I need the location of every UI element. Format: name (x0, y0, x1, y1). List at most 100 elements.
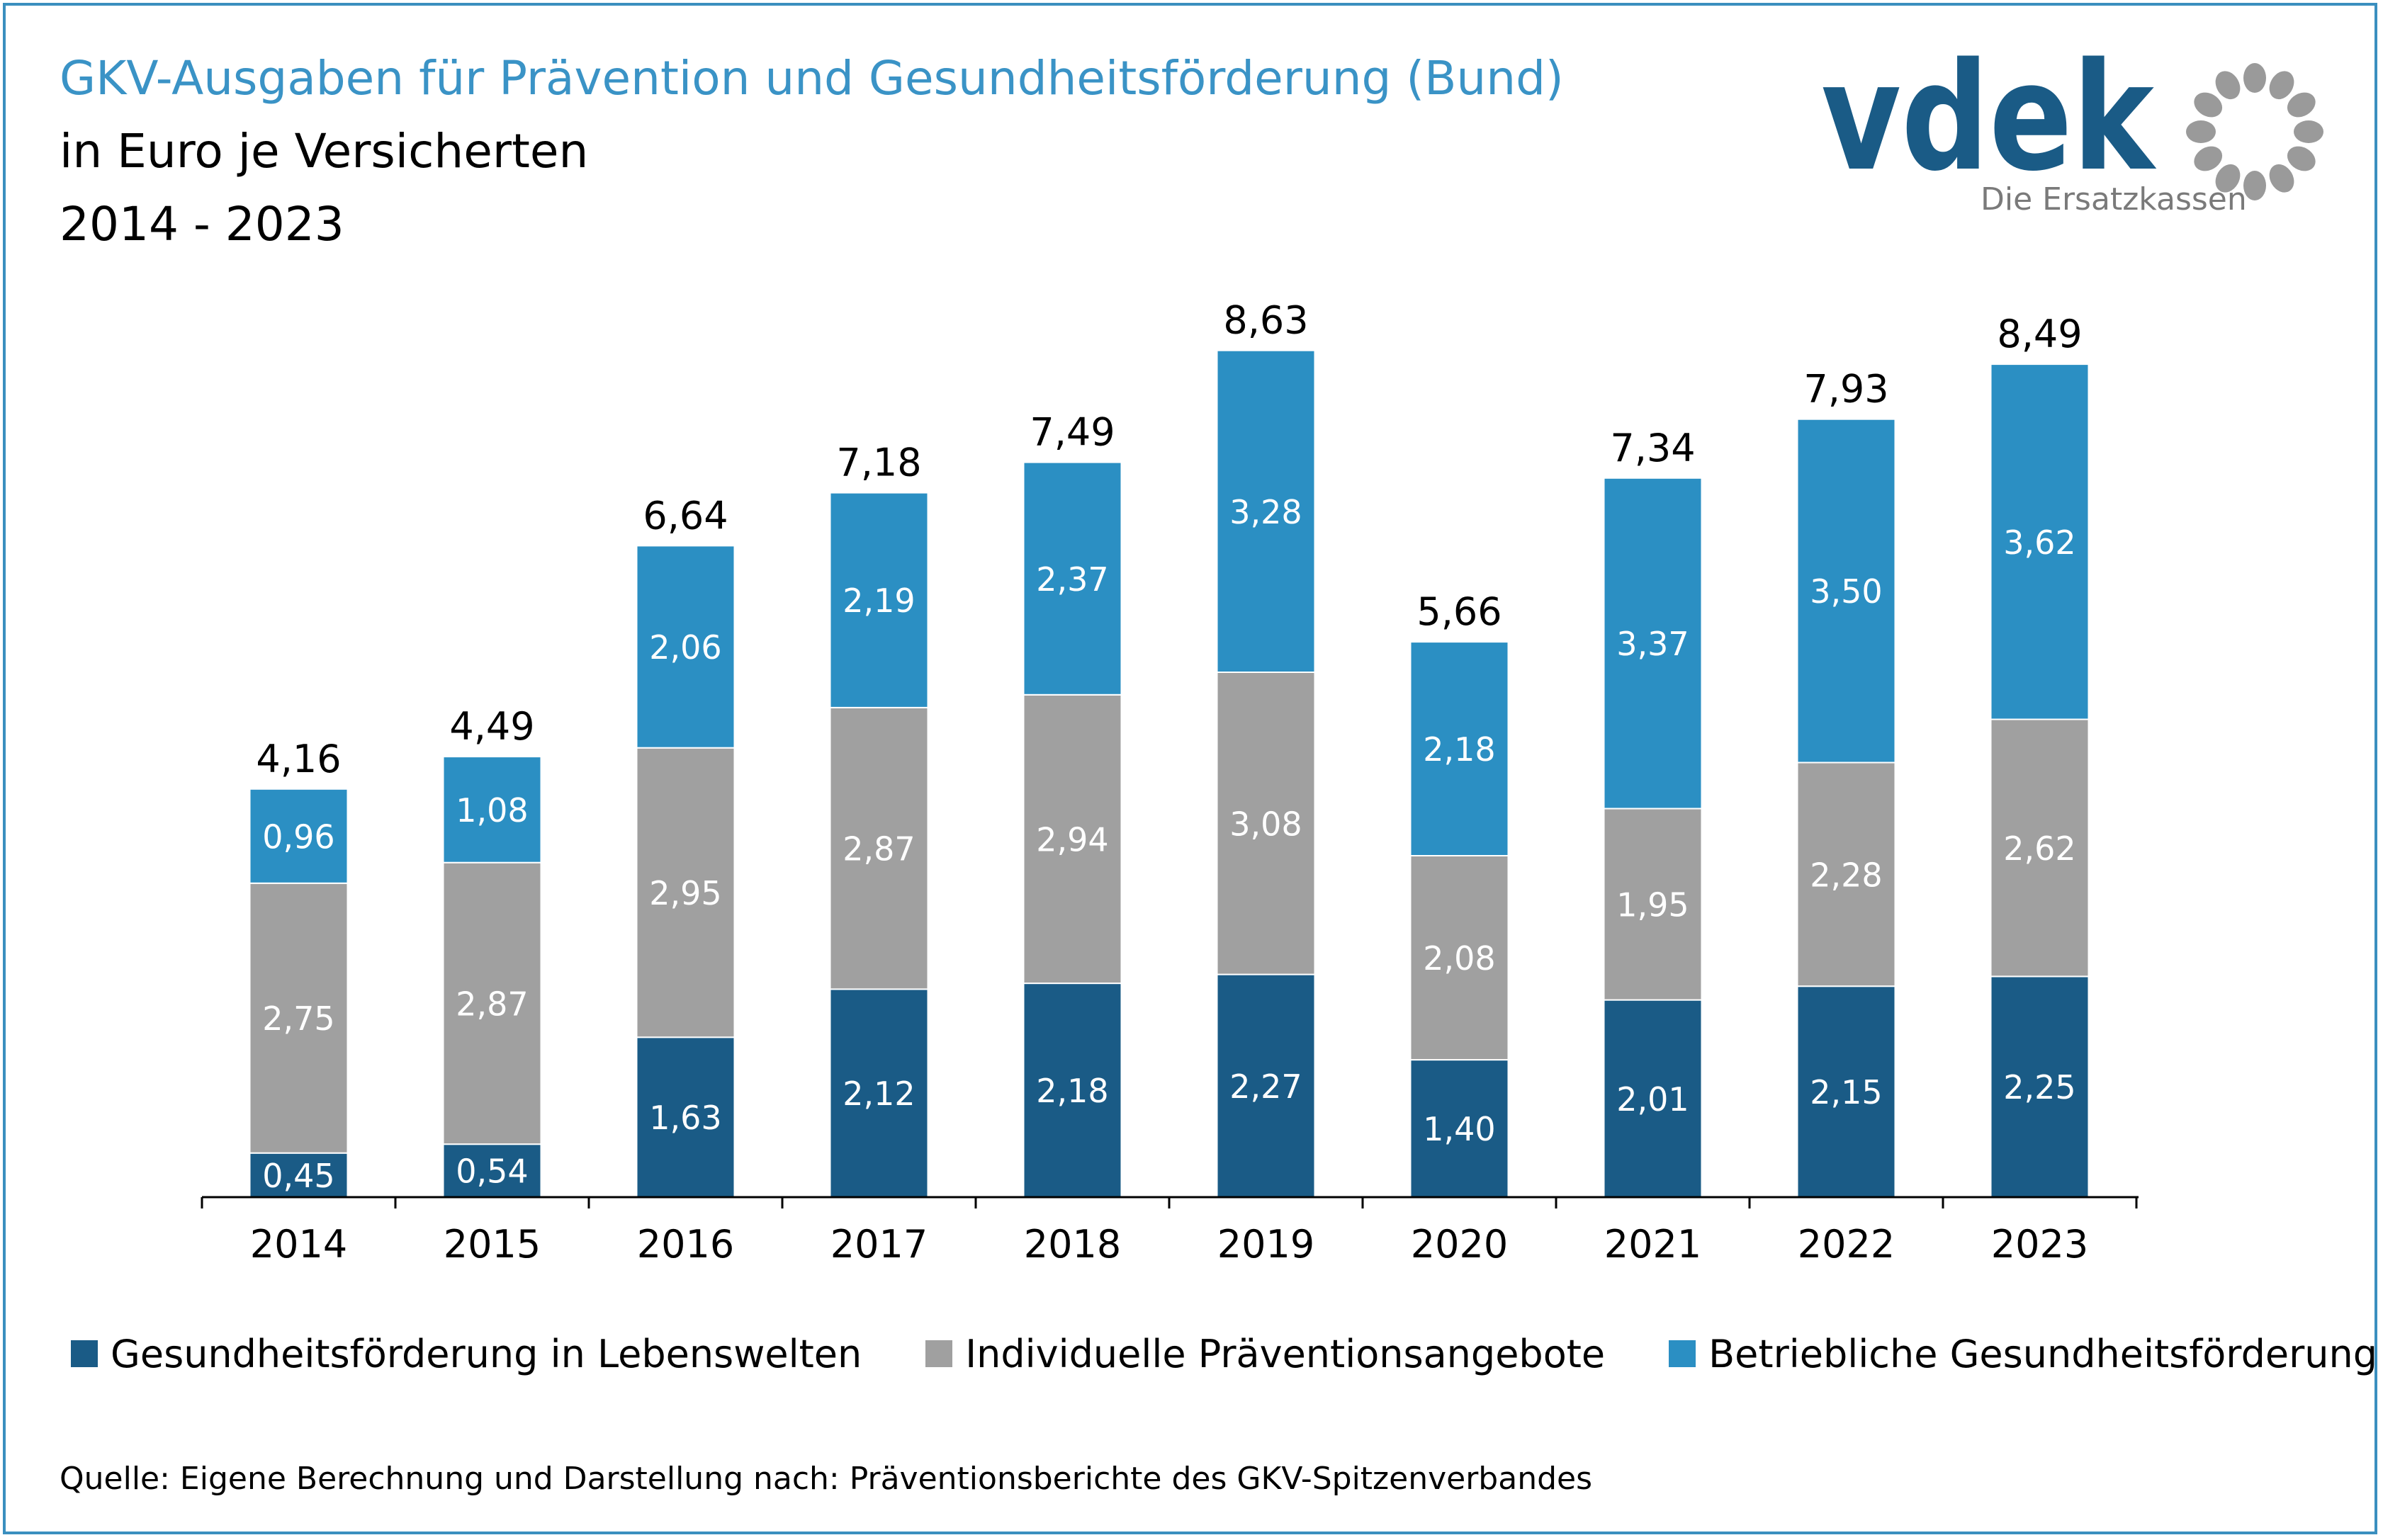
legend-item-betriebliche: Betriebliche Gesundheitsförderung (1669, 1332, 2377, 1376)
bar-segment (829, 706, 929, 990)
vdek-ring-segment (2243, 63, 2266, 93)
stacked-bar-chart: 0,45 2,75 0,96 4,16 0,54 2,87 1,08 4,49 1,63 2,95… (201, 298, 2139, 1267)
bar-total-label: 5,66 (1416, 589, 1502, 634)
legend-item-lebenswelten: Gesundheitsförderung in Lebenswelten (71, 1332, 862, 1376)
x-tick-label: 2017 (830, 1222, 928, 1267)
bar-total-label: 4,49 (449, 704, 534, 749)
bar-segment-label: 2,27 (1229, 1068, 1302, 1106)
bar-segment (1603, 999, 1703, 1198)
x-tick-label: 2019 (1217, 1222, 1314, 1267)
vdek-logo-wordmark: vdek (1821, 48, 2157, 204)
bar-segment-label: 2,01 (1616, 1080, 1689, 1119)
source-note: Quelle: Eigene Berechnung und Darstellun… (60, 1461, 1593, 1497)
x-tick-label: 2015 (444, 1222, 541, 1267)
bar-segment (249, 882, 349, 1154)
bar-segment (1216, 672, 1316, 975)
bar-segment-label: 0,96 (262, 817, 334, 856)
bar-segment-label: 2,37 (1036, 560, 1108, 599)
bar-segment-label: 3,37 (1616, 625, 1689, 663)
legend-label-lebenswelten: Gesundheitsförderung in Lebenswelten (111, 1331, 862, 1376)
bar-total-label: 8,49 (1997, 312, 2082, 356)
legend-label-individuelle: Individuelle Präventionsangebote (965, 1331, 1606, 1376)
legend-swatch-betriebliche (1669, 1340, 1696, 1367)
vdek-ring-segment (2287, 92, 2316, 118)
bar-segment-label: 2,12 (843, 1075, 915, 1113)
x-tick-label: 2023 (1991, 1222, 2088, 1267)
bar-segment (829, 988, 929, 1199)
bar-segment (1023, 693, 1122, 985)
bar-segment-label: 2,94 (1036, 821, 1108, 859)
bar-segment (1409, 641, 1509, 856)
vdek-logo: vdek Die Ersatzkassen (1821, 48, 2323, 217)
bar-layer: 0,45 2,75 0,96 4,16 0,54 2,87 1,08 4,49 1,63 2,95… (249, 298, 2090, 1199)
bar-total-label: 6,64 (643, 493, 728, 538)
chart-legend: Gesundheitsförderung in Lebenswelten Ind… (71, 1329, 2383, 1378)
vdek-ring-segment (2215, 71, 2241, 100)
bar-segment (829, 492, 929, 708)
vdek-ring-segment (2215, 164, 2241, 193)
bar-segment-label: 2,95 (649, 874, 721, 912)
bar-segment (636, 747, 736, 1038)
bar-segment-label: 3,50 (1810, 572, 1882, 611)
bar-segment-label: 1,40 (1423, 1110, 1495, 1148)
x-axis: 2014 2015 2016 2017 2018 2019 2020 2021 2022 2023 (201, 1196, 2139, 1267)
chart-subtitle-period: 2014 - 2023 (60, 197, 344, 251)
bar-segment (1796, 761, 1896, 987)
bar-segment-label: 0,45 (262, 1157, 334, 1195)
legend-item-individuelle: Individuelle Präventionsangebote (925, 1332, 1605, 1376)
bar-segment-label: 2,18 (1423, 730, 1495, 769)
vdek-logo-tagline: Die Ersatzkassen (1981, 181, 2247, 217)
vdek-ring-segment (2194, 146, 2223, 171)
bar-segment (1023, 461, 1122, 696)
bar-segment (1603, 477, 1703, 810)
bar-segment-label: 1,95 (1616, 886, 1689, 924)
bar-segment-label: 2,15 (1810, 1073, 1882, 1111)
bar-total-label: 7,18 (836, 441, 921, 485)
bar-segment-label: 2,18 (1036, 1072, 1108, 1110)
bar-segment-label: 3,62 (2003, 523, 2075, 562)
bar-segment-label: 2,19 (843, 582, 915, 620)
bar-segment (442, 756, 542, 864)
bar-segment (1023, 983, 1122, 1198)
bar-total-label: 7,49 (1030, 410, 1115, 455)
bar-segment (249, 788, 349, 884)
vdek-ring-segment (2194, 92, 2223, 118)
legend-label-betriebliche: Betriebliche Gesundheitsförderung (1708, 1331, 2377, 1376)
vdek-ring-segment (2269, 164, 2294, 193)
bar-segment (442, 861, 542, 1145)
bar-total-label: 7,34 (1610, 426, 1695, 470)
legend-swatch-lebenswelten (71, 1340, 98, 1367)
bar-segment-label: 2,28 (1810, 856, 1882, 894)
bar-segment (1990, 975, 2090, 1199)
bar-segment-label: 2,87 (456, 985, 528, 1024)
bar-segment (1216, 973, 1316, 1198)
x-tick-label: 2022 (1798, 1222, 1895, 1267)
bar-segment-label: 2,75 (262, 1000, 334, 1038)
x-tick-label: 2014 (250, 1222, 347, 1267)
vdek-ring-segment (2243, 171, 2266, 200)
bar-segment (636, 1036, 736, 1198)
chart-title: GKV-Ausgaben für Prävention und Gesundhe… (60, 51, 1564, 106)
bar-segment-label: 2,06 (649, 628, 721, 667)
x-tick-label: 2020 (1411, 1222, 1508, 1267)
bar-segment-label: 3,08 (1229, 805, 1302, 843)
x-tick-label: 2021 (1604, 1222, 1701, 1267)
chart-frame (3, 3, 2377, 1534)
x-tick-label: 2016 (637, 1222, 734, 1267)
bar-segment (1990, 363, 2090, 720)
bar-segment (1409, 1059, 1509, 1198)
vdek-ring-segment (2294, 120, 2323, 143)
bar-segment-label: 2,08 (1423, 939, 1495, 978)
bar-segment (1796, 418, 1896, 764)
vdek-ring-segment (2186, 120, 2216, 143)
bar-segment-label: 2,25 (2003, 1068, 2075, 1106)
vdek-ring-icon (2186, 63, 2323, 200)
legend-swatch-individuelle (925, 1340, 953, 1367)
x-tick-label: 2018 (1024, 1222, 1121, 1267)
bar-segment-label: 1,63 (649, 1099, 721, 1137)
vdek-ring-segment (2269, 71, 2294, 100)
bar-segment (1409, 855, 1509, 1061)
vdek-ring-segment (2287, 146, 2316, 171)
bar-total-label: 8,63 (1223, 298, 1308, 343)
bar-segment (1216, 349, 1316, 673)
